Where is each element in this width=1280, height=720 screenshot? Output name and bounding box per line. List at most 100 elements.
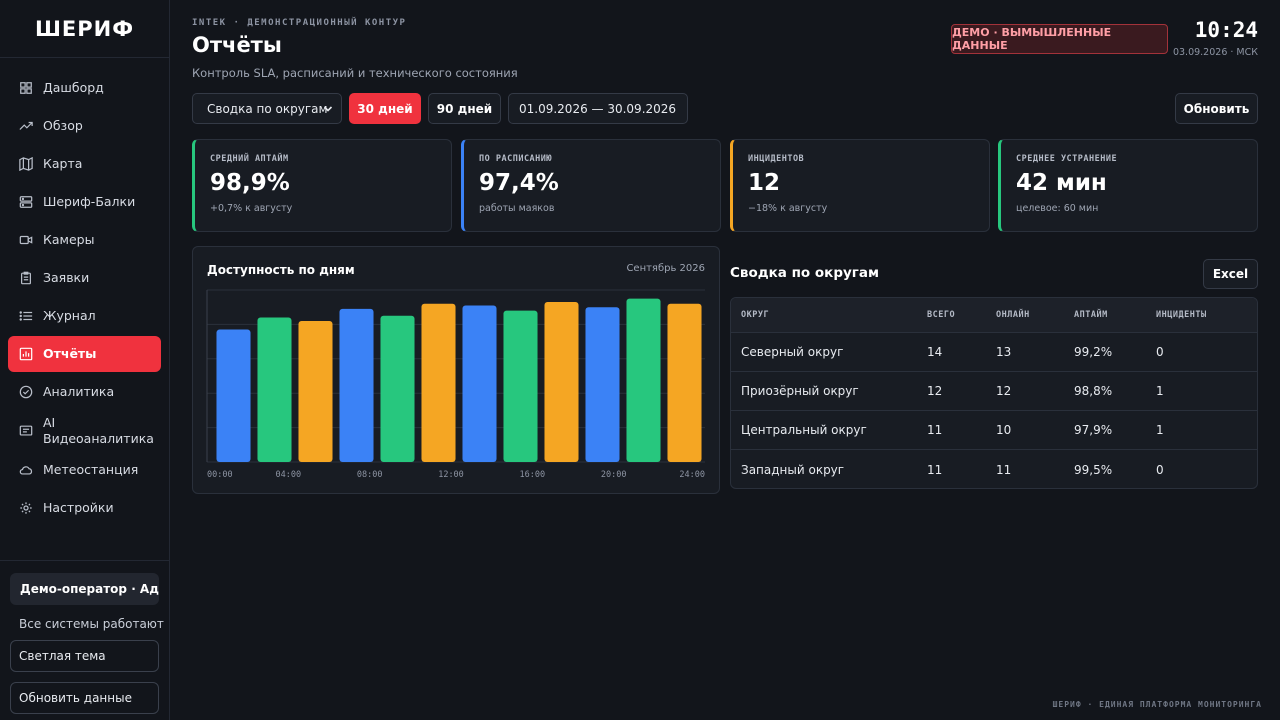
bar-chart-icon (18, 347, 33, 362)
cell-district: Западный округ (741, 462, 845, 477)
chart-x-tick-label: 08:00 (357, 470, 383, 480)
date-range-input[interactable]: 01.09.2026 — 30.09.2026 (508, 93, 688, 124)
app-logo[interactable]: ШЕРИФ (0, 0, 169, 58)
availability-chart-card: 00:00 04:00 08:00 12:00 16:00 20:00 24:00 Дост… (192, 246, 720, 494)
cell-district: Центральный округ (741, 423, 867, 437)
report-type-value: Сводка по округам (207, 101, 328, 116)
cell-total: 14 (927, 345, 943, 359)
chart-x-tick-label: 04:00 (276, 470, 302, 480)
camera-icon (18, 233, 33, 248)
cell-online: 11 (996, 462, 1012, 477)
chart-x-tick-label: 12:00 (438, 470, 464, 480)
sidebar-item-dashboard[interactable]: Дашборд (8, 70, 161, 106)
sidebar-item-cameras[interactable]: Камеры (8, 222, 161, 258)
excel-export-button[interactable]: Excel (1203, 259, 1258, 289)
sidebar-item-journal[interactable]: Журнал (8, 298, 161, 334)
page-title: Отчёты (192, 33, 282, 57)
sidebar-item-analytics[interactable]: Аналитика (8, 374, 161, 410)
chart-bar (462, 305, 497, 462)
cell-incidents: 1 (1156, 423, 1164, 437)
kpi-sub: целевое: 60 мин (1016, 203, 1099, 214)
chart-month: Сентябрь 2026 (626, 263, 705, 274)
sidebar-item-label: Шериф-Балки (43, 194, 136, 210)
refresh-data-button[interactable]: Обновить данные (10, 682, 159, 714)
sidebar-item-label: Аналитика (43, 384, 115, 400)
sidebar-item-map[interactable]: Карта (8, 146, 161, 182)
chart-bar (626, 298, 661, 462)
page-footer: ШЕРИФ · ЕДИНАЯ ПЛАТФОРМА МОНИТОРИНГА (1052, 700, 1262, 709)
kpi-sub: −18% к августу (748, 203, 828, 214)
sidebar-item-overview[interactable]: Обзор (8, 108, 161, 144)
kpi-label: СРЕДНЕЕ УСТРАНЕНИЕ (1016, 154, 1118, 164)
sidebar-item-label: Заявки (43, 270, 90, 286)
column-header-uptime[interactable]: АПТАЙМ (1074, 310, 1108, 320)
user-chip[interactable]: Демо-оператор · Ад... (10, 573, 159, 605)
table-row[interactable]: Западный округ 11 11 99,5% 0 (731, 450, 1257, 488)
cell-incidents: 0 (1156, 345, 1164, 359)
server-icon (18, 195, 33, 210)
sidebar-item-label: Отчёты (43, 346, 97, 362)
table-row[interactable]: Северный округ 14 13 99,2% 0 (731, 333, 1257, 372)
table-row[interactable]: Центральный округ 11 10 97,9% 1 (731, 411, 1257, 450)
cell-incidents: 0 (1156, 462, 1164, 477)
sidebar-item-ai-video[interactable]: AI Видеоаналитика (8, 412, 161, 450)
sidebar-item-weather-station[interactable]: Метеостанция (8, 452, 161, 488)
demo-badge: ДЕМО · ВЫМЫШЛЕННЫЕ ДАННЫЕ (951, 24, 1168, 54)
chart-x-tick-label: 00:00 (207, 470, 233, 480)
map-icon (18, 157, 33, 172)
kpi-sub: +0,7% к августу (210, 203, 293, 214)
cell-incidents: 1 (1156, 384, 1164, 398)
chart-x-tick-label: 24:00 (679, 470, 705, 480)
cell-online: 10 (996, 423, 1012, 437)
chart-title: Доступность по дням (207, 263, 355, 277)
column-header-district[interactable]: ОКРУГ (741, 310, 770, 320)
kpi-card-resolution: СРЕДНЕЕ УСТРАНЕНИЕ 42 мин целевое: 60 ми… (998, 139, 1258, 232)
report-type-select[interactable]: Сводка по округам (192, 93, 342, 124)
column-header-incidents[interactable]: ИНЦИДЕНТЫ (1156, 310, 1207, 320)
grid-icon (18, 81, 33, 96)
main-content: INTEK · ДЕМОНСТРАЦИОННЫЙ КОНТУР Отчёты К… (192, 0, 1258, 720)
chevron-down-icon (323, 106, 333, 112)
kpi-card-schedule: ПО РАСПИСАНИЮ 97,4% работы маяков (461, 139, 721, 232)
sidebar-item-label: Камеры (43, 232, 95, 248)
theme-toggle-button[interactable]: Светлая тема (10, 640, 159, 672)
kpi-label: СРЕДНИЙ АПТАЙМ (210, 154, 289, 164)
screen-icon (18, 424, 33, 439)
availability-chart: 00:00 04:00 08:00 12:00 16:00 20:00 24:00 (206, 289, 705, 480)
chart-bar (503, 310, 538, 462)
sidebar-item-settings[interactable]: Настройки (8, 490, 161, 526)
cell-uptime: 99,5% (1074, 462, 1113, 477)
cell-uptime: 98,8% (1074, 384, 1113, 398)
system-status: Все системы работают (10, 617, 164, 631)
sidebar-item-requests[interactable]: Заявки (8, 260, 161, 296)
report-toolbar: Сводка по округам 30 дней 90 дней 01.09.… (192, 93, 1258, 124)
sidebar-item-label: Журнал (43, 308, 96, 324)
page-kicker: INTEK · ДЕМОНСТРАЦИОННЫЙ КОНТУР (192, 18, 407, 28)
period-90-days-button[interactable]: 90 дней (428, 93, 501, 124)
period-30-days-button[interactable]: 30 дней (349, 93, 421, 124)
kpi-label: ИНЦИДЕНТОВ (748, 154, 805, 164)
chart-x-tick-label: 20:00 (601, 470, 627, 480)
kpi-label: ПО РАСПИСАНИЮ (479, 154, 553, 164)
column-header-total[interactable]: ВСЕГО (927, 310, 956, 320)
cell-total: 11 (927, 423, 943, 437)
cell-total: 12 (927, 384, 943, 398)
sidebar-item-reports[interactable]: Отчёты (8, 336, 161, 372)
column-header-online[interactable]: ОНЛАЙН (996, 310, 1030, 320)
sidebar-item-sherif-balki[interactable]: Шериф-Балки (8, 184, 161, 220)
sidebar-nav: Дашборд Обзор Карта Шериф-Балки Камеры З… (8, 70, 161, 528)
chart-bar (585, 307, 620, 462)
kpi-value: 12 (748, 170, 781, 196)
sidebar-item-label: AI Видеоаналитика (43, 415, 154, 446)
clock-time: 10:24 (1194, 18, 1258, 42)
list-icon (18, 309, 33, 324)
page-subtitle: Контроль SLA, расписаний и технического … (192, 66, 518, 80)
kpi-row: СРЕДНИЙ АПТАЙМ 98,9% +0,7% к августу ПО … (192, 139, 1258, 232)
table-row[interactable]: Приозёрный округ 12 12 98,8% 1 (731, 372, 1257, 411)
chart-x-tick-label: 16:00 (520, 470, 546, 480)
clock-date: 03.09.2026 · МСК (1172, 47, 1258, 58)
trend-icon (18, 119, 33, 134)
sidebar-item-label: Карта (43, 156, 83, 172)
refresh-button[interactable]: Обновить (1175, 93, 1258, 124)
kpi-value: 98,9% (210, 170, 290, 196)
